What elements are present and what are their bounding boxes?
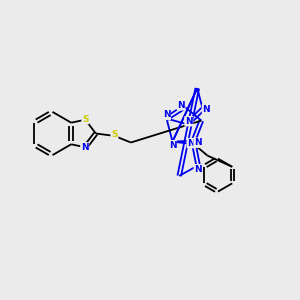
Text: N: N (202, 105, 210, 114)
Text: N: N (185, 117, 193, 126)
Text: N: N (163, 110, 170, 119)
Text: N: N (187, 139, 195, 148)
Text: N: N (81, 143, 88, 152)
Text: S: S (111, 130, 118, 139)
Text: N: N (177, 101, 185, 110)
Text: N: N (194, 138, 202, 147)
Text: S: S (82, 115, 88, 124)
Text: N: N (169, 141, 176, 150)
Text: N: N (194, 165, 202, 174)
